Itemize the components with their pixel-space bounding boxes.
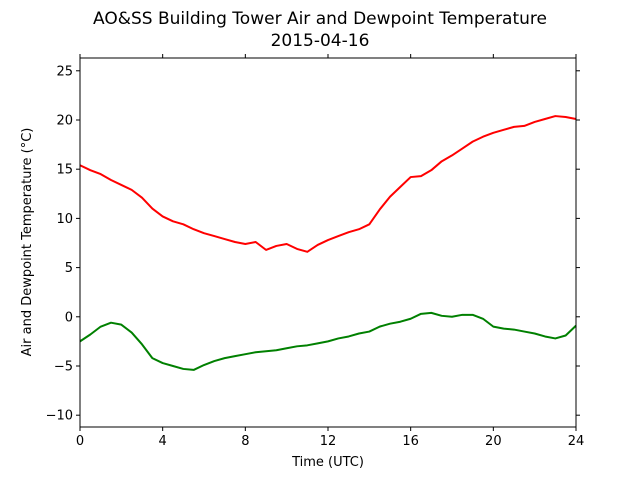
x-axis-label: Time (UTC) xyxy=(291,455,364,470)
y-tick-label: 20 xyxy=(56,113,73,128)
series-line-1 xyxy=(79,115,577,253)
chart-subtitle: 2015-04-16 xyxy=(271,31,370,51)
y-tick-label: 15 xyxy=(56,163,73,178)
plot-area xyxy=(80,58,576,427)
x-tick-label: 8 xyxy=(241,434,249,449)
x-tick-label: 4 xyxy=(159,434,167,449)
y-tick-label: −5 xyxy=(54,359,73,374)
x-tick-label: 20 xyxy=(485,434,502,449)
x-tick-label: 0 xyxy=(76,434,84,449)
y-ticks: −10 −5 0 5 10 15 20 25 xyxy=(46,64,580,424)
x-ticks: 0 4 8 12 16 20 24 xyxy=(76,54,584,449)
plot-frame xyxy=(79,57,577,428)
y-tick-label: 0 xyxy=(65,310,73,325)
y-axis-label: Air and Dewpoint Temperature (°C) xyxy=(20,128,35,357)
y-tick-label: 25 xyxy=(56,64,73,79)
series-line-2 xyxy=(79,311,577,371)
x-tick-label: 12 xyxy=(320,434,337,449)
x-tick-label: 16 xyxy=(402,434,419,449)
y-tick-label: 10 xyxy=(56,212,73,227)
y-tick-label: 5 xyxy=(65,261,73,276)
x-tick-label: 24 xyxy=(568,434,585,449)
series-layer xyxy=(79,115,577,371)
chart-title: AO&SS Building Tower Air and Dewpoint Te… xyxy=(93,9,547,29)
y-tick-label: −10 xyxy=(46,409,73,424)
